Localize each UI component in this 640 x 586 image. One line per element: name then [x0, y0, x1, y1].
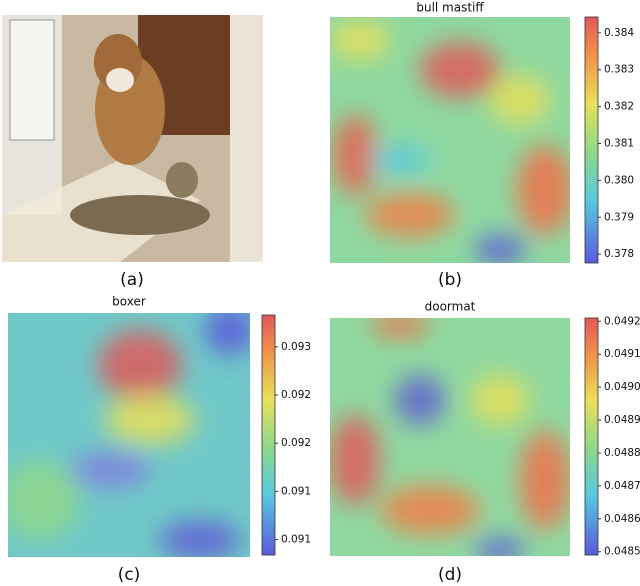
tick-label: 0.0486: [604, 513, 640, 525]
colorbar: [261, 314, 276, 556]
caption: (d): [438, 565, 462, 585]
tick-label: 0.0485: [604, 546, 640, 558]
tick-label: 0.378: [604, 248, 634, 260]
tick-label: 0.381: [604, 138, 634, 150]
photo: [2, 15, 263, 262]
tick-label: 0.380: [604, 174, 634, 186]
panel-title: boxer: [112, 295, 146, 309]
panel-title: bull mastiff: [416, 1, 484, 15]
tick-label: 0.383: [604, 64, 634, 76]
tick-label: 0.379: [604, 211, 634, 223]
panel-title: doormat: [425, 300, 476, 314]
tick-label: 0.0491: [604, 348, 640, 360]
tick-label: 0.092: [281, 437, 311, 449]
tick-label: 0.382: [604, 101, 634, 113]
tick-label: 0.384: [604, 27, 634, 39]
caption: (a): [120, 270, 144, 290]
colorbar: [584, 16, 599, 264]
heatmap: [330, 17, 570, 263]
tick-label: 0.0490: [604, 381, 640, 393]
tick-label: 0.091: [281, 534, 311, 546]
tick-label: 0.0489: [604, 414, 640, 426]
tick-label: 0.0488: [604, 447, 640, 459]
caption: (c): [118, 565, 141, 585]
tick-label: 0.0487: [604, 480, 640, 492]
caption: (b): [438, 270, 462, 290]
tick-label: 0.093: [281, 341, 311, 353]
tick-label: 0.091: [281, 485, 311, 497]
colorbar: [584, 317, 599, 556]
tick-label: 0.0492: [604, 315, 640, 327]
heatmap: [330, 318, 570, 556]
tick-label: 0.092: [281, 389, 311, 401]
heatmap: [8, 313, 250, 557]
